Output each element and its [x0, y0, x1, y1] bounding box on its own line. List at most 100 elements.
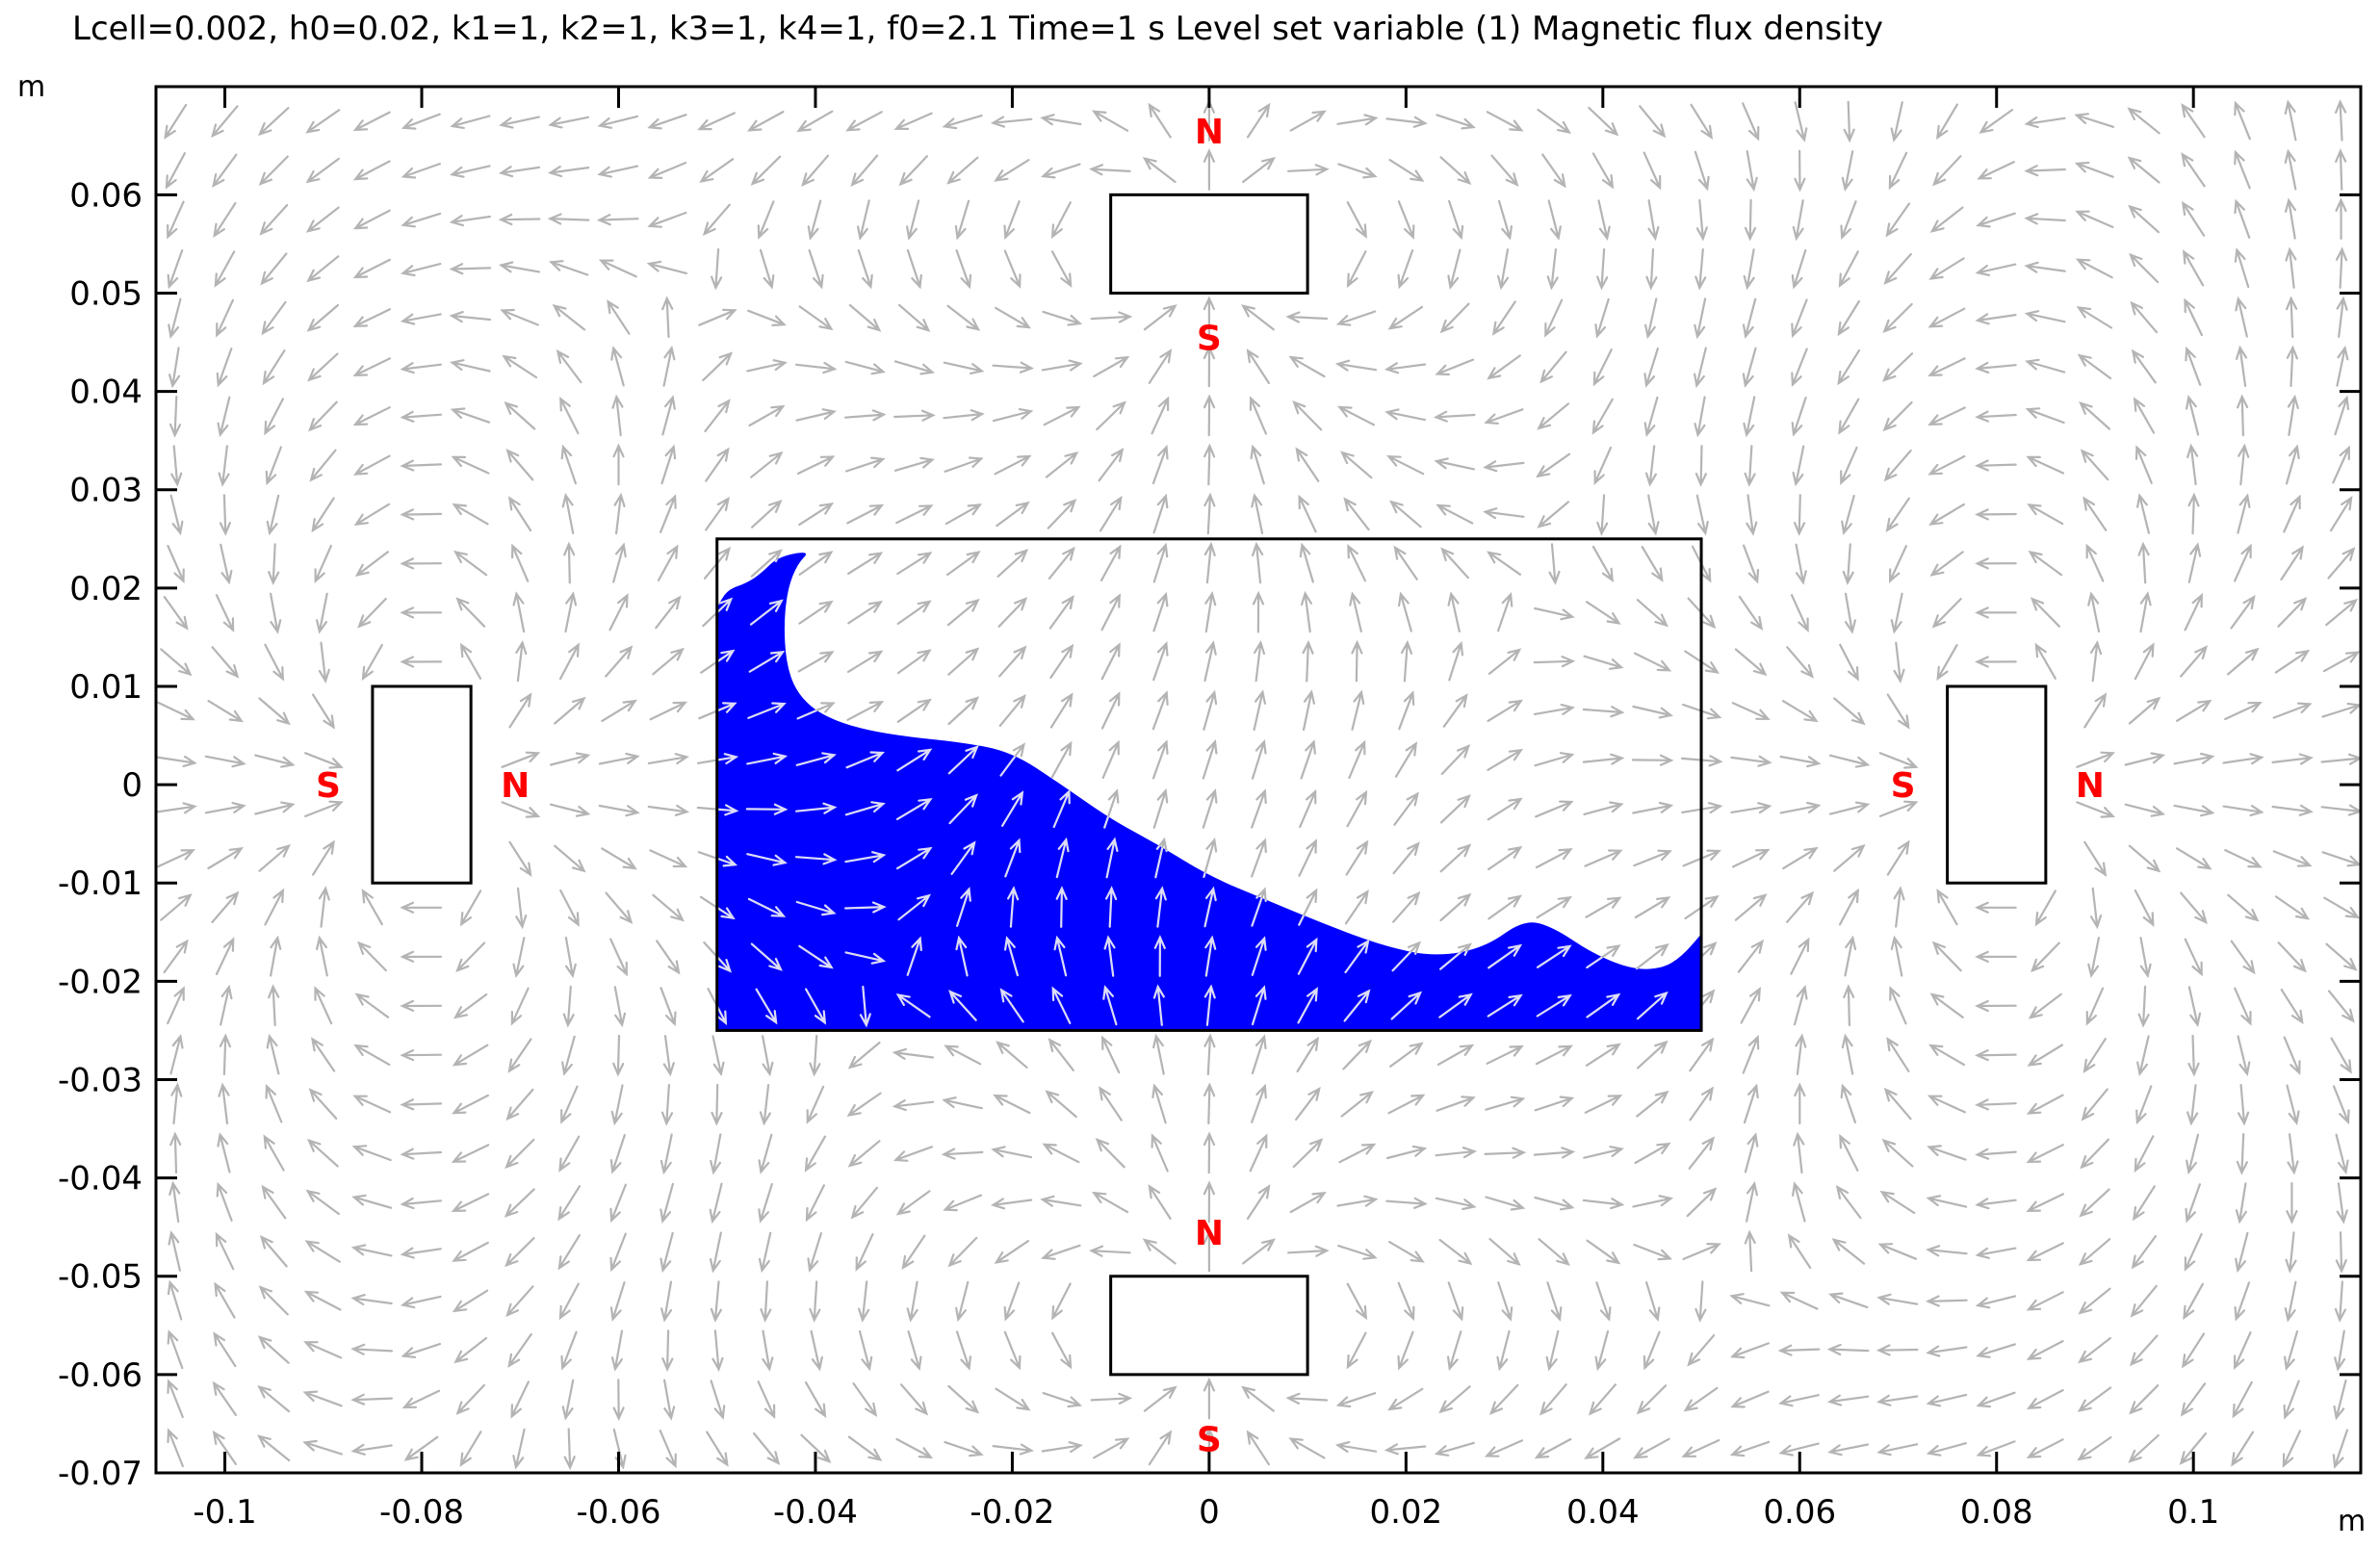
flux-arrow — [168, 1230, 181, 1272]
flux-arrow — [1251, 1083, 1267, 1123]
north-pole-label: N — [501, 766, 530, 806]
flux-arrow — [710, 1379, 726, 1420]
flux-arrow-fluid — [1488, 943, 1523, 969]
flux-arrow — [1203, 345, 1215, 388]
flux-arrow — [597, 115, 638, 129]
flux-arrow — [609, 1281, 626, 1322]
flux-arrow — [1636, 942, 1669, 970]
flux-arrow — [306, 303, 340, 332]
flux-arrow-fluid — [897, 893, 932, 921]
y-tick-label: 0.04 — [69, 374, 142, 412]
flux-arrow — [400, 1147, 443, 1160]
flux-arrow — [1389, 500, 1422, 529]
flux-arrow — [1203, 1377, 1215, 1420]
flux-arrow — [1534, 1096, 1575, 1112]
flux-arrow — [1632, 801, 1674, 814]
flux-arrow — [660, 1280, 673, 1323]
flux-arrow — [944, 1044, 982, 1066]
flux-arrow — [610, 346, 625, 387]
flux-arrow — [2026, 1242, 2064, 1262]
flux-arrow — [2087, 937, 2100, 979]
flux-arrow — [451, 455, 490, 475]
flux-arrow-fluid — [1204, 935, 1217, 977]
flux-arrow — [2271, 804, 2314, 816]
flux-arrow — [702, 351, 734, 382]
container-outline — [715, 537, 1703, 1032]
flux-arrow — [1041, 1441, 1083, 1454]
flux-arrow — [1975, 1147, 2017, 1160]
flux-arrow — [216, 1181, 233, 1222]
flux-arrow — [1975, 1295, 2017, 1309]
flux-arrow — [1835, 1184, 1862, 1220]
flux-arrow — [1586, 1239, 1621, 1265]
flux-arrow — [1786, 890, 1815, 923]
flux-arrow — [2285, 1231, 2297, 1274]
flux-arrow — [1643, 1330, 1661, 1371]
flux-arrow — [1643, 396, 1659, 437]
flux-arrow — [1251, 788, 1267, 829]
flux-arrow — [304, 800, 344, 817]
flux-arrow — [955, 249, 972, 290]
flux-arrow — [505, 1285, 534, 1318]
flux-arrow — [310, 1037, 336, 1072]
flux-arrow — [1040, 114, 1082, 126]
flux-arrow-fluid — [896, 748, 933, 772]
flux-arrow — [1100, 593, 1122, 632]
flux-arrow — [1591, 545, 1615, 583]
flux-arrow — [1090, 311, 1133, 323]
y-tick-label: -0.07 — [58, 1455, 142, 1493]
flux-arrow — [2321, 851, 2361, 867]
flux-arrow — [504, 1188, 535, 1218]
flux-arrow — [1746, 150, 1758, 193]
flux-arrow — [1400, 639, 1413, 683]
flux-arrow — [850, 154, 879, 188]
flux-arrow — [1098, 448, 1125, 482]
flux-arrow — [452, 1289, 489, 1313]
flux-arrow — [215, 1231, 235, 1271]
flux-arrow — [1793, 985, 1808, 1026]
flux-arrow — [807, 1232, 822, 1273]
flux-arrow — [316, 935, 328, 977]
flux-arrow — [943, 361, 985, 374]
flux-arrow — [2137, 541, 2150, 584]
flux-arrow-fluid — [747, 702, 787, 719]
flux-arrow-fluid — [1343, 989, 1371, 1022]
flux-arrow — [1384, 362, 1427, 374]
flux-arrow — [1883, 450, 1912, 482]
flux-arrow — [2179, 1432, 2208, 1465]
flux-arrow — [896, 552, 933, 576]
flux-arrow — [2277, 941, 2307, 973]
flux-arrow — [605, 645, 634, 678]
flux-arrow — [858, 1280, 870, 1323]
flux-arrow — [2186, 1133, 2200, 1175]
flux-arrow — [993, 1094, 1031, 1115]
flux-arrow — [1100, 691, 1121, 730]
flux-arrow — [213, 1331, 237, 1368]
flux-arrow — [2128, 1433, 2160, 1463]
flux-arrow — [1695, 494, 1709, 536]
flux-arrow — [1689, 1086, 1715, 1122]
flux-arrow — [1734, 893, 1768, 921]
flux-arrow — [1299, 788, 1317, 829]
flux-arrow — [1397, 1281, 1415, 1322]
flux-arrow — [955, 1330, 971, 1371]
flux-arrow — [1335, 1392, 1377, 1408]
flux-arrow — [2130, 300, 2159, 334]
flux-arrow — [857, 199, 870, 241]
flux-arrow — [612, 1379, 625, 1422]
flux-arrow — [563, 541, 576, 584]
flux-arrow — [706, 1431, 729, 1467]
flux-arrow — [560, 1085, 579, 1124]
flux-arrow — [2181, 152, 2206, 188]
flux-arrow — [947, 1384, 980, 1414]
flux-arrow — [2284, 148, 2297, 191]
flux-arrow — [304, 752, 344, 769]
flux-arrow — [217, 1132, 231, 1173]
flux-arrow — [1878, 800, 1919, 817]
flux-arrow — [1048, 546, 1075, 580]
flux-arrow — [2327, 990, 2355, 1023]
flux-arrow — [1633, 1243, 1673, 1261]
flux-arrow — [2186, 395, 2200, 436]
flux-arrow — [1152, 641, 1169, 682]
flux-arrow — [705, 496, 730, 531]
